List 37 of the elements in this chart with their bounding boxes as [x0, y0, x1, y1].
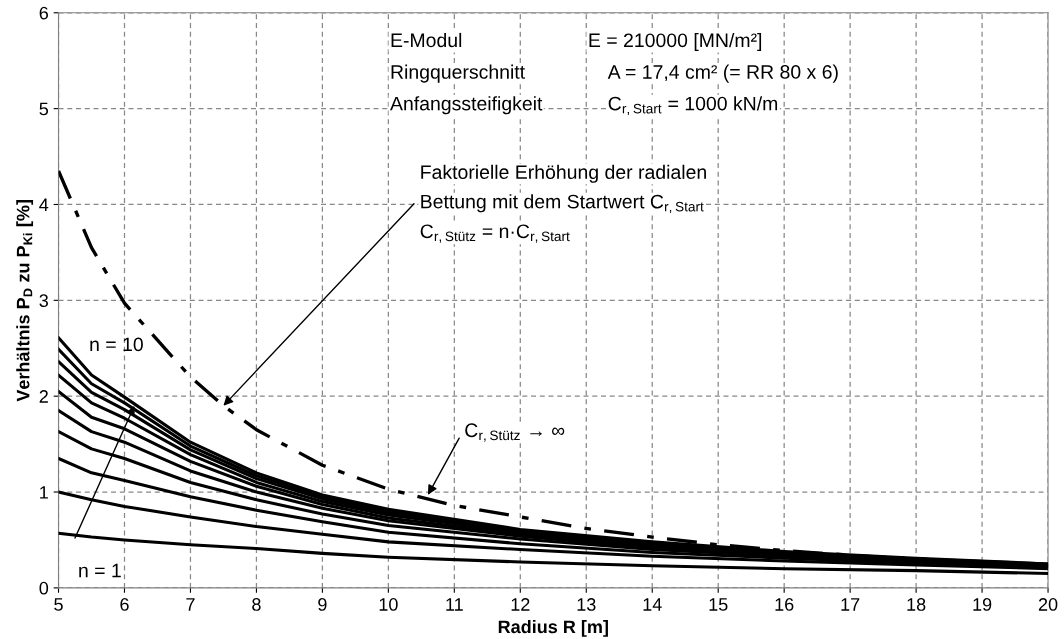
- annotation: n = 1: [79, 563, 121, 578]
- x-tick-label: 15: [709, 598, 728, 611]
- x-tick-label: 9: [318, 598, 327, 611]
- annotation: Faktorielle Erhöhung der radialen: [421, 164, 706, 183]
- x-tick-label: 18: [907, 598, 926, 611]
- annotation: A = 17,4 cm² (= RR 80 x 6): [607, 64, 838, 83]
- annotation: C$_{r,Start}$ = 1000 kN/m: [608, 96, 778, 116]
- x-tick-label: 5: [54, 598, 63, 611]
- y-tick-label: 0: [39, 581, 49, 595]
- y-tick-label: 2: [39, 390, 48, 403]
- annotation: Anfangssteifigkeit: [390, 96, 543, 115]
- y-tick-label: 5: [39, 102, 49, 116]
- y-axis-title: Verhältnis P$_{D}$ zu P$_{Ki}$ [%]: [16, 200, 34, 402]
- x-tick-label: 6: [120, 598, 129, 611]
- annotation: n = 10: [90, 337, 143, 352]
- annotation: E-Modul: [391, 32, 462, 48]
- x-tick-label: 14: [643, 598, 662, 611]
- y-tick-label: 1: [40, 486, 48, 499]
- x-axis-title: Radius R [m]: [498, 619, 608, 637]
- x-tick-label: 20: [1038, 598, 1058, 611]
- x-tick-label: 13: [577, 598, 596, 611]
- annotation: C$_{r,Stütz}$ = n·C$_{r,Start}$: [420, 224, 570, 243]
- x-tick-label: 19: [973, 598, 992, 611]
- y-tick-label: 3: [39, 294, 49, 308]
- y-tick-label: 4: [39, 198, 49, 212]
- x-tick-label: 10: [379, 598, 398, 611]
- x-tick-label: 16: [775, 598, 794, 611]
- x-tick-label: 11: [446, 598, 463, 611]
- annotation: Ringquerschnitt: [391, 64, 525, 83]
- annotation: Bettung mit dem Startwert C$_{r,Start}$: [421, 194, 704, 214]
- annotation: C$_{r,Stütz}$ → ∞: [465, 423, 565, 442]
- x-tick-label: 12: [511, 598, 530, 611]
- annotation: E = 210000 [MN/m²]: [589, 32, 762, 52]
- x-tick-label: 7: [186, 598, 195, 611]
- x-tick-label: 17: [841, 598, 860, 611]
- x-tick-label: 8: [252, 598, 261, 611]
- y-tick-label: 6: [39, 6, 49, 20]
